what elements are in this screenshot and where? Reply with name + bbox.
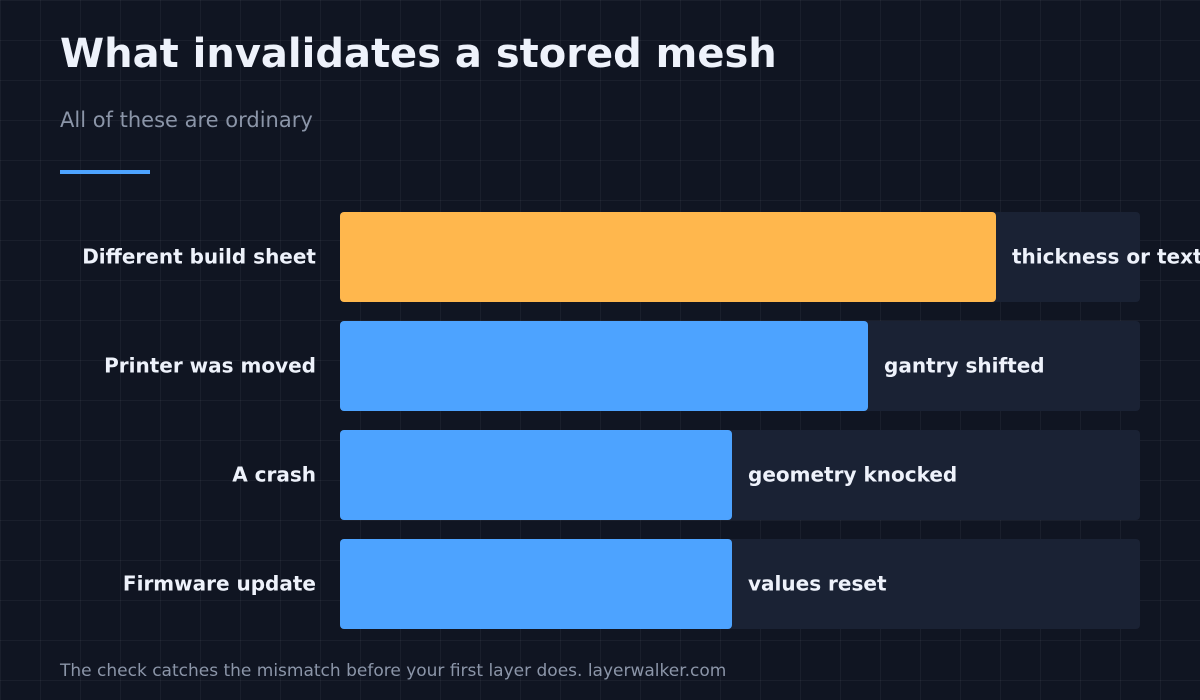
category-label: Printer was moved <box>104 354 316 378</box>
bar <box>340 539 732 629</box>
accent-rule <box>60 170 150 174</box>
bar-annotation: gantry shifted <box>884 354 1045 378</box>
bar-annotation: values reset <box>748 572 887 596</box>
bar <box>340 321 868 411</box>
footer: The check catches the mismatch before yo… <box>59 661 726 681</box>
bar <box>340 430 732 520</box>
category-label: Different build sheet <box>82 245 316 269</box>
category-label: Firmware update <box>123 572 316 596</box>
bar-annotation: geometry knocked <box>748 463 957 487</box>
category-label: A crash <box>232 463 316 487</box>
chart-title: What invalidates a stored mesh <box>60 31 777 77</box>
chart-subtitle: All of these are ordinary <box>60 108 313 132</box>
bar-annotation: thickness or texture <box>1012 245 1200 269</box>
bar <box>340 212 996 302</box>
